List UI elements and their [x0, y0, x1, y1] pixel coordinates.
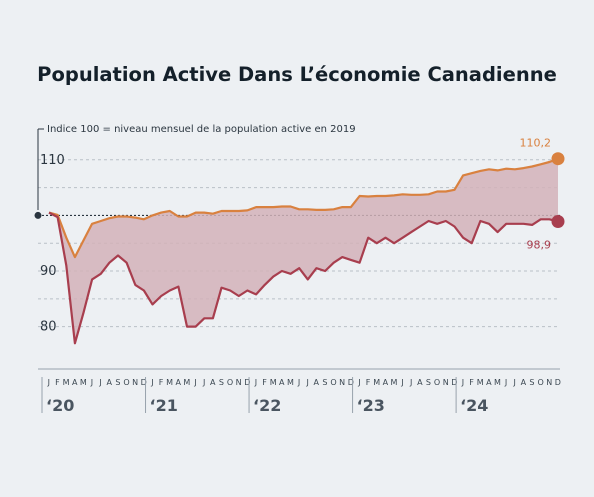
end-label-1: 110,2: [520, 137, 552, 150]
month-tick-label: A: [314, 378, 320, 387]
month-tick-label: A: [521, 378, 527, 387]
month-tick-label: S: [115, 378, 120, 387]
month-tick-label: M: [166, 378, 173, 387]
end-point-2: [551, 215, 565, 229]
month-tick-label: D: [141, 378, 147, 387]
baseline-marker: [34, 211, 42, 219]
series-line-1: [48, 157, 559, 259]
month-tick-label: J: [504, 378, 508, 387]
month-tick-label: F: [366, 378, 371, 387]
month-tick-label: F: [469, 378, 474, 387]
month-tick-label: J: [357, 378, 361, 387]
month-tick-label: M: [494, 378, 501, 387]
between-area: [49, 158, 558, 344]
year-label: ‘20: [46, 396, 74, 415]
month-tick-label: N: [236, 378, 242, 387]
month-tick-label: N: [132, 378, 138, 387]
month-tick-label: D: [451, 378, 457, 387]
month-tick-label: A: [279, 378, 285, 387]
month-tick-label: M: [80, 378, 87, 387]
month-tick-label: M: [183, 378, 190, 387]
month-tick-label: J: [513, 378, 517, 387]
month-tick-label: A: [210, 378, 216, 387]
month-tick-label: S: [322, 378, 327, 387]
month-tick-label: O: [123, 378, 130, 387]
year-label: ‘21: [150, 396, 178, 415]
y-tick-label: 110: [40, 153, 65, 168]
month-tick-label: A: [383, 378, 389, 387]
month-tick-label: J: [202, 378, 206, 387]
month-tick-label: A: [106, 378, 112, 387]
month-tick-label: O: [227, 378, 234, 387]
month-tick-label: F: [55, 378, 60, 387]
month-tick-label: A: [417, 378, 423, 387]
month-tick-label: J: [150, 378, 154, 387]
month-tick-label: J: [461, 378, 465, 387]
year-label: ‘22: [253, 396, 281, 415]
month-tick-label: F: [262, 378, 267, 387]
month-tick-label: M: [287, 378, 294, 387]
month-tick-label: J: [193, 378, 197, 387]
month-tick-label: N: [546, 378, 552, 387]
chart-title: Population Active Dans L’économie Canadi…: [37, 63, 557, 86]
month-tick-label: N: [443, 378, 449, 387]
month-tick-label: J: [98, 378, 102, 387]
month-tick-label: M: [390, 378, 397, 387]
chart-note: Indice 100 = niveau mensuel de la popula…: [47, 124, 356, 135]
month-tick-label: J: [47, 378, 51, 387]
series-line-2: [48, 211, 559, 345]
y-tick-label: 80: [40, 320, 57, 335]
y-axis-ticks: 80 90 110: [40, 153, 65, 335]
month-tick-label: J: [90, 378, 94, 387]
month-tick-label: D: [348, 378, 354, 387]
month-tick-label: S: [219, 378, 224, 387]
month-tick-label: M: [373, 378, 380, 387]
end-label-2: 98,9: [527, 239, 552, 252]
end-markers: 110,2 98,9: [520, 137, 565, 252]
year-label: ‘23: [357, 396, 385, 415]
series-lines: [48, 157, 559, 345]
end-point-1: [551, 152, 565, 166]
month-tick-label: S: [426, 378, 431, 387]
month-tick-label: M: [270, 378, 277, 387]
month-tick-label: J: [400, 378, 404, 387]
month-tick-label: O: [537, 378, 544, 387]
month-tick-label: A: [486, 378, 492, 387]
month-tick-label: F: [159, 378, 164, 387]
y-tick-label: 90: [40, 264, 57, 279]
month-tick-label: A: [72, 378, 78, 387]
year-label: ‘24: [460, 396, 488, 415]
area-fill: [49, 158, 558, 344]
month-tick-label: O: [434, 378, 441, 387]
month-tick-label: M: [477, 378, 484, 387]
month-tick-label: J: [297, 378, 301, 387]
month-tick-label: D: [244, 378, 250, 387]
month-tick-label: O: [330, 378, 337, 387]
month-tick-label: J: [254, 378, 258, 387]
month-tick-label: J: [305, 378, 309, 387]
month-tick-label: M: [63, 378, 70, 387]
month-tick-label: D: [555, 378, 561, 387]
month-tick-label: N: [339, 378, 345, 387]
month-tick-label: S: [529, 378, 534, 387]
month-tick-label: A: [176, 378, 182, 387]
month-tick-label: J: [409, 378, 413, 387]
